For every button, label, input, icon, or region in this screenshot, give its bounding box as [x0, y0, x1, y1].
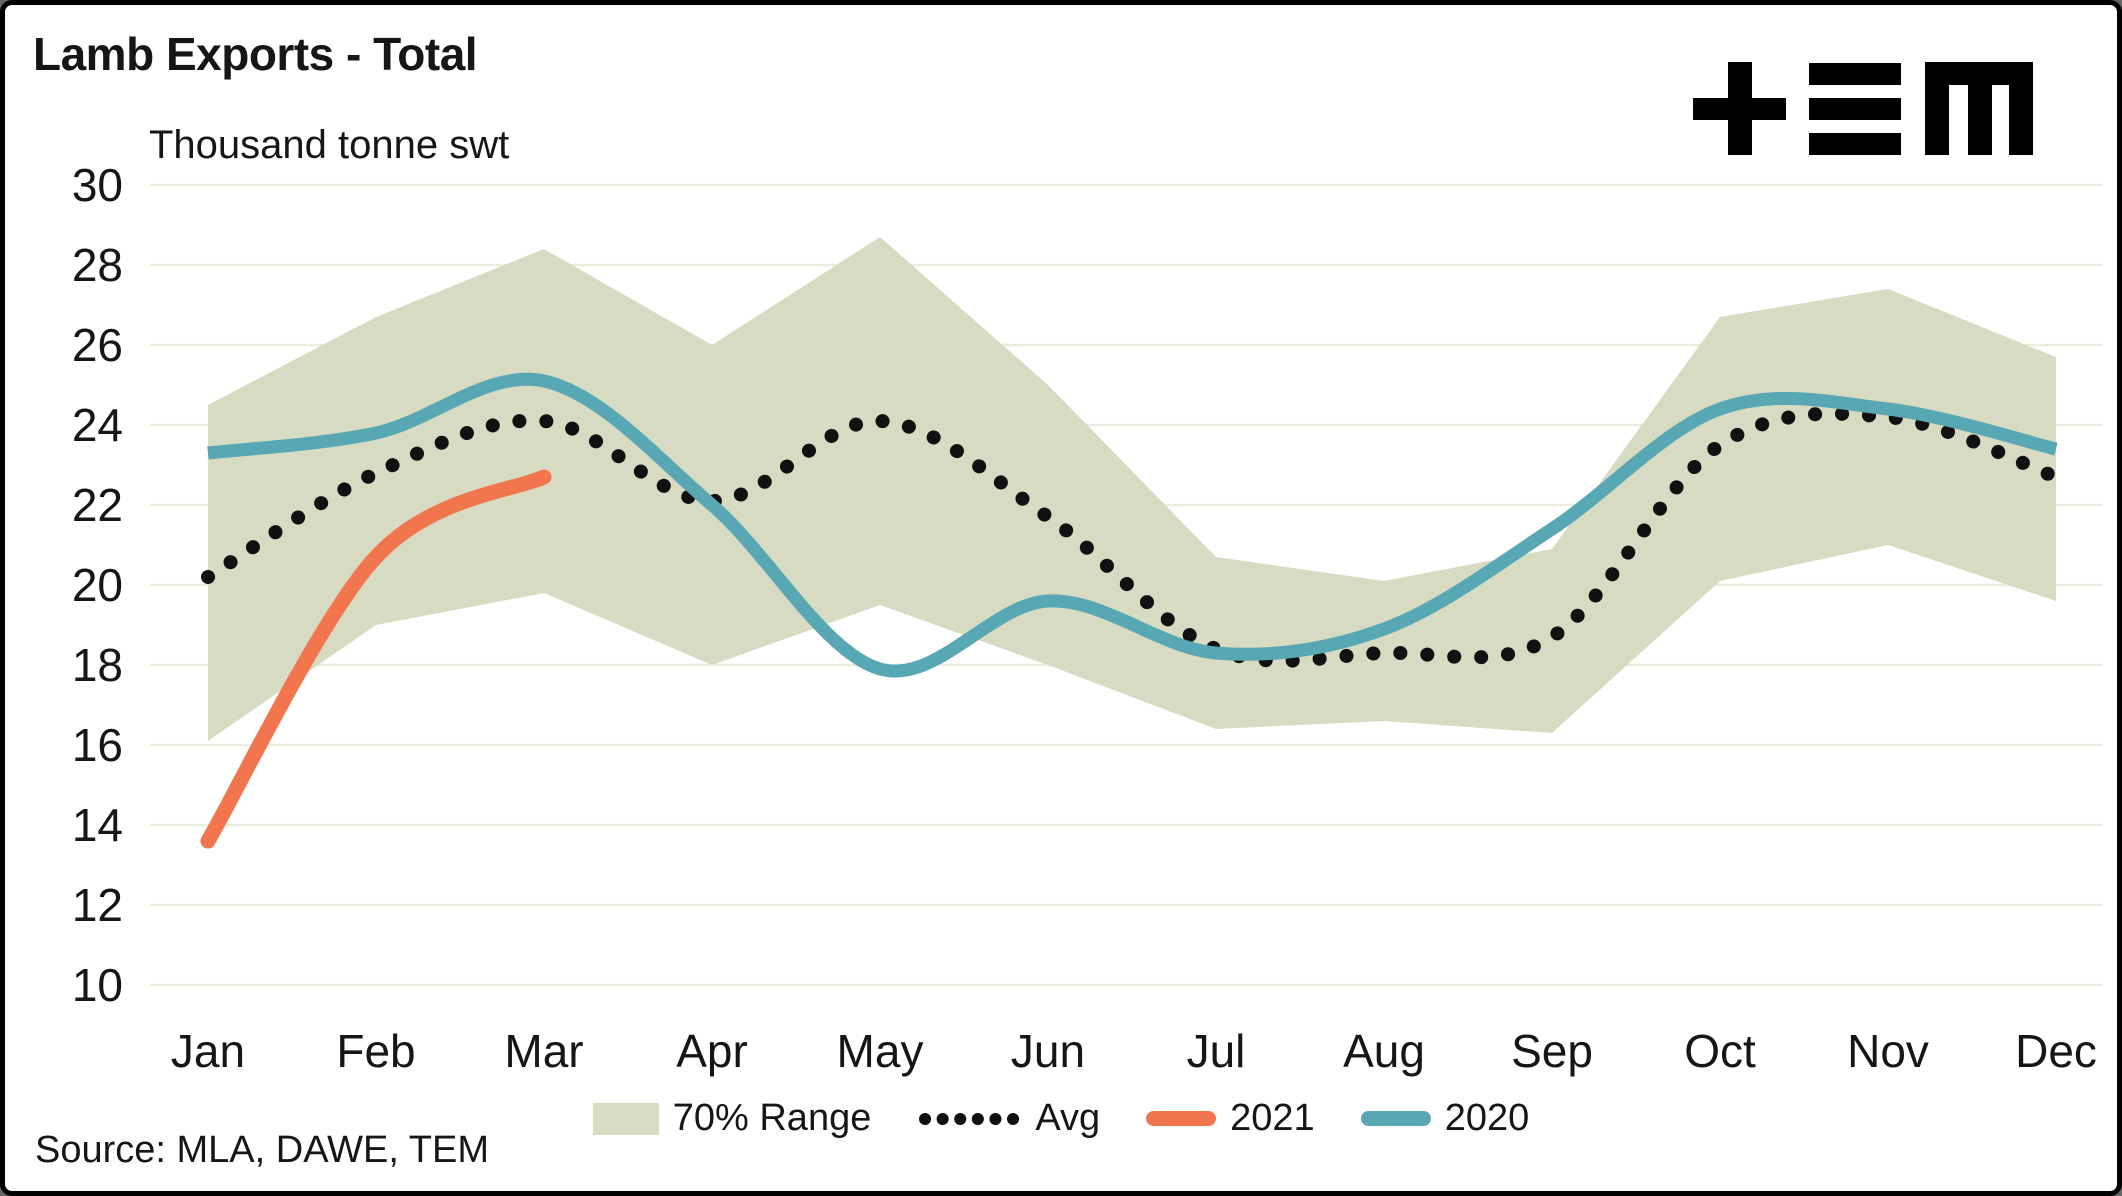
y-tick-label: 24	[72, 399, 123, 451]
x-tick-label: Apr	[676, 1025, 748, 1077]
source-note: Source: MLA, DAWE, TEM	[35, 1129, 489, 1171]
x-tick-label: Nov	[1847, 1025, 1929, 1077]
x-axis-month-labels: Jan Feb Mar Apr May Jun Jul Aug Sep Oct Nov Dec	[171, 1025, 2097, 1077]
line-2020	[207, 372, 2058, 678]
y-tick-label: 18	[72, 639, 123, 691]
y-axis-title: Thousand tonne swt	[149, 123, 510, 167]
x-tick-label: Dec	[2015, 1025, 2097, 1077]
chart-canvas: 10 12 14 16 18 20 22 24 26 28 30 Jan Feb Mar Apr May Ju…	[72, 159, 2103, 1077]
y-tick-label: 30	[72, 159, 123, 211]
legend-label-2021: 2021	[1230, 1097, 1315, 1139]
x-tick-label: Sep	[1511, 1025, 1593, 1077]
avg-dotted-sample	[919, 1112, 1022, 1125]
x-tick-label: Feb	[336, 1025, 415, 1077]
logo-triple-bar-icon	[1809, 63, 1901, 155]
y-tick-label: 26	[72, 319, 123, 371]
line-2021	[200, 469, 552, 849]
y-tick-label: 20	[72, 559, 123, 611]
x-tick-label: Jan	[171, 1025, 245, 1077]
x-tick-label: Oct	[1684, 1025, 1756, 1077]
line-2020-sample	[1360, 1111, 1431, 1126]
y-axis-tick-labels: 10 12 14 16 18 20 22 24 26 28 30	[72, 159, 123, 1011]
legend-item-70-range: 70% Range	[592, 1097, 872, 1140]
x-tick-label: Mar	[504, 1025, 583, 1077]
chart-legend: 70% Range Avg 2021 2020	[5, 1097, 2117, 1140]
legend-item-2021: 2021	[1146, 1097, 1315, 1140]
legend-item-avg: Avg	[917, 1097, 1100, 1140]
x-tick-label: May	[837, 1025, 924, 1077]
legend-label-70-range: 70% Range	[672, 1097, 872, 1139]
band-70-percent-range	[208, 237, 2056, 741]
y-tick-label: 14	[72, 799, 123, 851]
x-tick-label: Aug	[1343, 1025, 1425, 1077]
avg-dotted-line	[201, 406, 2063, 668]
x-tick-label: Jul	[1187, 1025, 1246, 1077]
legend-label-avg: Avg	[1035, 1097, 1101, 1139]
logo-m-icon	[1925, 62, 2033, 155]
y-tick-label: 10	[72, 959, 123, 1011]
x-tick-label: Jun	[1011, 1025, 1085, 1077]
y-tick-label: 16	[72, 719, 123, 771]
y-tick-label: 28	[72, 239, 123, 291]
y-tick-label: 12	[72, 879, 123, 931]
line-2021-sample	[1146, 1111, 1217, 1126]
legend-label-2020: 2020	[1444, 1097, 1530, 1139]
logo-plus-icon	[1693, 62, 1786, 155]
range-band-swatch	[592, 1102, 659, 1135]
legend-item-2020: 2020	[1360, 1097, 1530, 1140]
tem-logo	[1693, 62, 2033, 155]
chart-title: Lamb Exports - Total	[33, 28, 478, 80]
y-tick-label: 22	[72, 479, 123, 531]
